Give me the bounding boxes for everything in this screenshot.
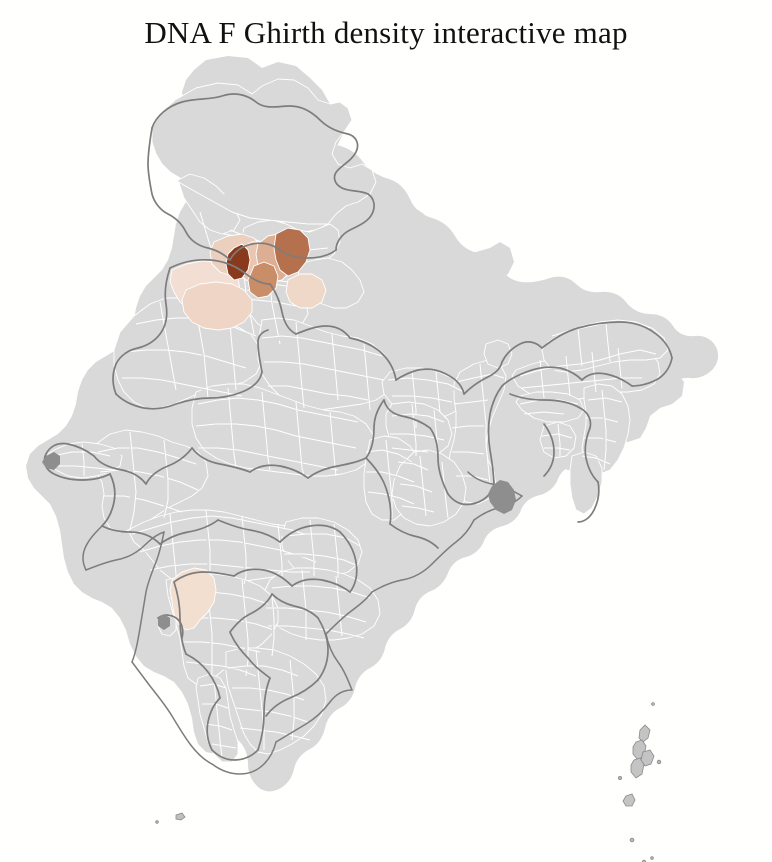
page-title: DNA F Ghirth density interactive map <box>144 15 628 50</box>
sundarbans-delta <box>488 480 516 514</box>
region-himachal-una-district[interactable] <box>248 262 278 298</box>
district-kerala <box>196 674 238 762</box>
state-boundaries <box>44 94 672 760</box>
region-punjab-central-districts[interactable] <box>182 282 252 330</box>
dark-coastal-patches <box>42 452 516 630</box>
kutch-west-tip <box>42 452 60 470</box>
region-himachal-bilaspur-district[interactable] <box>226 244 250 280</box>
lakshadweep-islands <box>155 812 186 824</box>
district-mizoram-south <box>570 452 602 514</box>
region-himachal-south-district[interactable] <box>286 274 326 308</box>
region-maharashtra-pune-district[interactable] <box>170 568 216 630</box>
district-sikkim <box>484 340 512 368</box>
coastline <box>44 454 522 774</box>
map-svg[interactable] <box>0 52 772 862</box>
region-himachal-hamirpur-district[interactable] <box>274 228 310 276</box>
maharashtra-coast-patch <box>158 614 170 630</box>
india-choropleth-map[interactable] <box>0 52 772 862</box>
highlighted-districts[interactable] <box>170 228 326 630</box>
andaman-nicobar-islands <box>618 702 662 862</box>
